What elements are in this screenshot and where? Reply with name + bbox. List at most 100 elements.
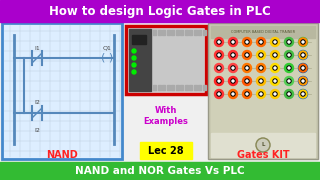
Circle shape — [270, 89, 279, 98]
Circle shape — [274, 80, 276, 82]
Circle shape — [132, 49, 136, 53]
Circle shape — [301, 66, 305, 70]
Circle shape — [287, 66, 291, 70]
Bar — [126, 26, 206, 94]
Bar — [211, 26, 315, 38]
Circle shape — [273, 40, 277, 44]
Circle shape — [299, 51, 307, 59]
Circle shape — [246, 41, 248, 43]
Circle shape — [299, 38, 307, 46]
Circle shape — [302, 67, 304, 69]
Circle shape — [256, 138, 270, 152]
Bar — [0, 162, 320, 180]
Bar — [180, 85, 183, 90]
Bar — [0, 0, 320, 22]
Circle shape — [287, 92, 291, 96]
Bar — [175, 30, 179, 35]
Bar — [0, 22, 320, 162]
Circle shape — [231, 92, 235, 96]
Circle shape — [273, 66, 277, 70]
Text: Gates KIT: Gates KIT — [237, 150, 289, 160]
Circle shape — [243, 64, 252, 73]
Circle shape — [214, 89, 223, 98]
Circle shape — [301, 92, 305, 96]
Bar — [198, 85, 201, 90]
Bar — [2, 23, 122, 159]
Text: Lec 28: Lec 28 — [148, 145, 184, 156]
Circle shape — [270, 37, 279, 46]
Circle shape — [228, 37, 237, 46]
Bar — [166, 85, 170, 90]
Bar — [198, 30, 201, 35]
Bar — [162, 85, 165, 90]
Circle shape — [260, 67, 262, 69]
Circle shape — [284, 37, 293, 46]
Circle shape — [218, 67, 220, 69]
Bar — [185, 85, 188, 90]
Circle shape — [301, 53, 305, 57]
Circle shape — [301, 80, 305, 82]
Circle shape — [299, 64, 307, 72]
Bar — [189, 85, 192, 90]
Circle shape — [301, 40, 305, 44]
Circle shape — [299, 76, 308, 86]
Circle shape — [273, 79, 277, 83]
Circle shape — [274, 41, 276, 43]
Circle shape — [245, 66, 249, 70]
Circle shape — [232, 93, 234, 95]
Circle shape — [259, 79, 263, 83]
Circle shape — [217, 40, 221, 44]
Circle shape — [274, 54, 276, 56]
Circle shape — [260, 41, 262, 43]
Circle shape — [246, 54, 248, 56]
Bar — [211, 26, 315, 132]
Circle shape — [132, 56, 136, 60]
Circle shape — [259, 53, 263, 57]
Bar — [171, 30, 174, 35]
Circle shape — [301, 53, 305, 57]
Bar — [175, 85, 179, 90]
Circle shape — [228, 64, 237, 73]
Circle shape — [214, 51, 223, 60]
Text: With
Examples: With Examples — [144, 106, 188, 126]
Circle shape — [214, 76, 223, 86]
Circle shape — [259, 92, 263, 96]
Circle shape — [243, 76, 252, 86]
Circle shape — [132, 63, 136, 67]
Circle shape — [299, 89, 308, 98]
Circle shape — [217, 66, 221, 70]
Circle shape — [245, 53, 249, 57]
Circle shape — [287, 79, 291, 83]
Circle shape — [243, 51, 252, 60]
Circle shape — [284, 64, 293, 73]
Bar — [189, 30, 192, 35]
Circle shape — [302, 54, 304, 56]
Circle shape — [270, 76, 279, 86]
Circle shape — [284, 51, 293, 60]
Circle shape — [228, 76, 237, 86]
Circle shape — [301, 79, 305, 83]
Circle shape — [274, 93, 276, 95]
Circle shape — [228, 89, 237, 98]
Circle shape — [231, 79, 235, 83]
Text: ( ): ( ) — [101, 53, 113, 63]
Circle shape — [218, 93, 220, 95]
Circle shape — [246, 80, 248, 82]
Circle shape — [284, 76, 293, 86]
Circle shape — [232, 41, 234, 43]
Text: NAND: NAND — [46, 150, 78, 160]
Text: COMPUTER BASED DIGITAL TRAINER: COMPUTER BASED DIGITAL TRAINER — [231, 30, 295, 34]
Circle shape — [270, 51, 279, 60]
Bar — [129, 29, 151, 91]
Bar — [129, 29, 203, 91]
Circle shape — [299, 77, 307, 85]
Circle shape — [260, 80, 262, 82]
Bar — [140, 142, 192, 159]
Text: Q1: Q1 — [103, 46, 111, 51]
Text: NAND and NOR Gates Vs PLC: NAND and NOR Gates Vs PLC — [75, 166, 245, 176]
Circle shape — [218, 41, 220, 43]
Bar — [157, 30, 161, 35]
Bar — [162, 30, 165, 35]
Circle shape — [302, 80, 304, 82]
Circle shape — [301, 66, 305, 69]
